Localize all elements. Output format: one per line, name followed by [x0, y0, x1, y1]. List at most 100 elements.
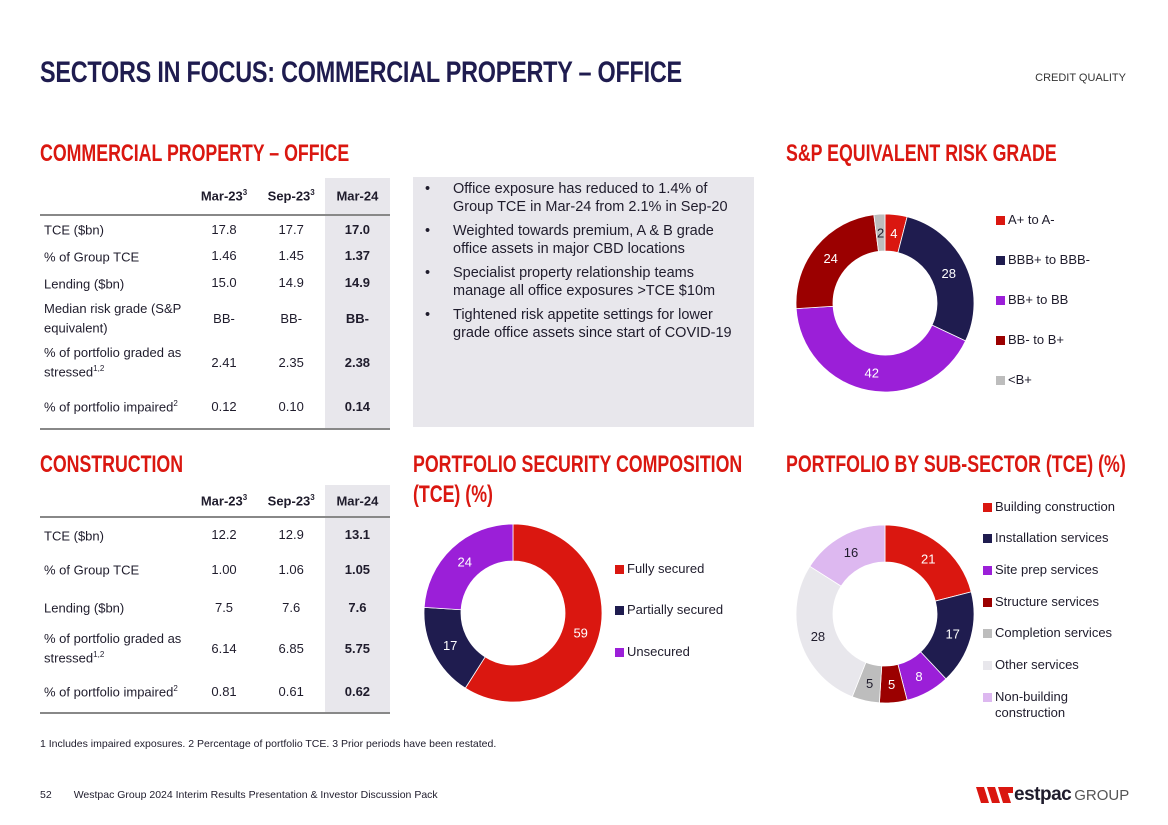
- legend-label: Building construction: [995, 499, 1115, 514]
- table-cell: 0.62: [324, 670, 390, 713]
- table-cell: 12.2: [211, 527, 237, 542]
- risk-grade-heading: S&P EQUIVALENT RISK GRADE: [786, 140, 1057, 167]
- risk-grade-donut: 4 28 42 24 2: [795, 213, 975, 393]
- table-cell: 0.61: [278, 683, 304, 699]
- westpac-w-icon: [976, 787, 1013, 803]
- table-cell: BB-: [213, 311, 235, 326]
- row-label: TCE ($bn): [44, 222, 104, 238]
- row-label: Median risk grade (S&P equivalent): [44, 300, 182, 336]
- slice-other-services: [795, 565, 867, 698]
- table-cell: 1.45: [278, 248, 304, 263]
- slice-bb-to-bb: [795, 305, 967, 393]
- legend-swatch: [983, 566, 992, 575]
- legend-swatch: [996, 216, 1005, 225]
- legend-label: Installation services: [995, 530, 1109, 545]
- column-header: Mar-233: [200, 188, 248, 204]
- data-label: 59: [573, 626, 587, 641]
- table-cell: 1.06: [278, 561, 304, 577]
- legend-label: Structure services: [995, 594, 1100, 609]
- section-tag: CREDIT QUALITY: [1035, 72, 1126, 84]
- table-cell: BB-: [324, 296, 390, 341]
- legend-swatch: [983, 693, 992, 702]
- legend-label: Completion services: [995, 625, 1113, 640]
- table-cell: 2.35: [278, 355, 304, 370]
- key-points: Office exposure has reduced to 1.4% of G…: [413, 177, 754, 427]
- column-header: Sep-233: [267, 492, 315, 509]
- slice--b-: [873, 213, 886, 252]
- table-cell: 17.0: [324, 215, 390, 242]
- row-label: TCE ($bn): [44, 528, 104, 544]
- legend-item: Fully secured: [615, 561, 704, 577]
- subsector-heading: PORTFOLIO BY SUB-SECTOR (TCE) (%): [786, 451, 1126, 478]
- table-cell: 12.9: [278, 527, 304, 542]
- column-header: Mar-24: [324, 485, 390, 517]
- table-row: % of portfolio impaired2 0.81 0.61 0.62: [40, 670, 390, 713]
- legend-item: BB+ to BB: [996, 292, 1068, 308]
- bullet-item: Specialist property relationship teams m…: [423, 265, 744, 300]
- table-cell: 2.38: [324, 341, 390, 384]
- legend-swatch: [996, 296, 1005, 305]
- data-label: 16: [844, 545, 858, 560]
- table-row: Lending ($bn) 7.5 7.6 7.6: [40, 587, 390, 627]
- bullet-item: Office exposure has reduced to 1.4% of G…: [423, 181, 744, 216]
- legend-label: BB+ to BB: [1008, 292, 1069, 307]
- data-label: 5: [866, 676, 873, 691]
- table-cell: 1.46: [211, 248, 237, 263]
- legend-label: <B+: [1008, 372, 1032, 387]
- office-table: Mar-233 Sep-233 Mar-24 TCE ($bn) 17.8 17.7 17.…: [40, 178, 390, 430]
- data-label: 2: [877, 226, 884, 241]
- legend-item: Building construction: [983, 499, 1125, 515]
- legend-label: Site prep services: [995, 562, 1099, 577]
- legend-item: Completion services: [983, 625, 1125, 641]
- legend-swatch: [983, 503, 992, 512]
- bullet-item: Weighted towards premium, A & B grade of…: [423, 223, 744, 258]
- table-row: % of Group TCE 1.46 1.45 1.37: [40, 242, 390, 269]
- legend-swatch: [983, 661, 992, 670]
- row-header-blank: [40, 485, 190, 517]
- table-cell: 5.75: [324, 627, 390, 670]
- legend-swatch: [996, 256, 1005, 265]
- legend-label: BB- to B+: [1008, 332, 1064, 347]
- data-label: 21: [921, 551, 935, 566]
- table-cell: 7.6: [324, 587, 390, 627]
- legend-item: <B+: [996, 372, 1032, 388]
- construction-heading: CONSTRUCTION: [40, 451, 184, 478]
- table-cell: 0.81: [211, 683, 237, 699]
- table-cell: 13.1: [324, 517, 390, 551]
- table-cell: 6.85: [278, 641, 304, 656]
- column-header: Mar-233: [200, 492, 248, 509]
- page-footer: 52 Westpac Group 2024 Interim Results Pre…: [40, 789, 438, 801]
- legend-label: BBB+ to BBB-: [1008, 252, 1091, 267]
- slice-bbb-to-bbb-: [897, 216, 975, 342]
- slice-non-building-construction: [809, 524, 886, 587]
- table-row: % of Group TCE 1.00 1.06 1.05: [40, 551, 390, 587]
- table-cell: 7.6: [282, 599, 301, 615]
- legend-label: Fully secured: [627, 561, 705, 576]
- legend-swatch: [615, 606, 624, 615]
- table-cell: BB-: [280, 311, 303, 326]
- table-cell: 0.10: [278, 398, 304, 414]
- subsector-donut: 21 17 8 55 28 16: [795, 524, 975, 704]
- data-label: 17: [945, 627, 959, 642]
- data-label: 24: [458, 555, 472, 570]
- table-cell: 17.7: [278, 221, 304, 237]
- legend-swatch: [983, 598, 992, 607]
- legend-label: A+ to A-: [1008, 212, 1055, 227]
- row-label: % of Group TCE: [44, 562, 140, 578]
- data-label: 4: [890, 226, 897, 241]
- legend-swatch: [615, 565, 624, 574]
- table-cell: 2.41: [211, 355, 237, 370]
- row-label: % of portfolio impaired2: [44, 684, 178, 700]
- table-row: TCE ($bn) 12.2 12.9 13.1: [40, 517, 390, 551]
- row-label: Lending ($bn): [44, 600, 125, 616]
- legend-label: Partially secured: [627, 602, 724, 617]
- data-label: 28: [942, 266, 956, 281]
- footnote: 1 Includes impaired exposures. 2 Percent…: [40, 738, 497, 750]
- table-cell: 14.9: [278, 275, 304, 290]
- table-cell: 6.14: [211, 641, 237, 656]
- row-label: Lending ($bn): [44, 276, 125, 292]
- table-cell: 7.5: [214, 599, 234, 615]
- legend-label: Non-building construction: [995, 689, 1068, 720]
- slice-unsecured: [423, 523, 514, 611]
- table-row: Median risk grade (S&P equivalent) BB- BB-…: [40, 296, 390, 341]
